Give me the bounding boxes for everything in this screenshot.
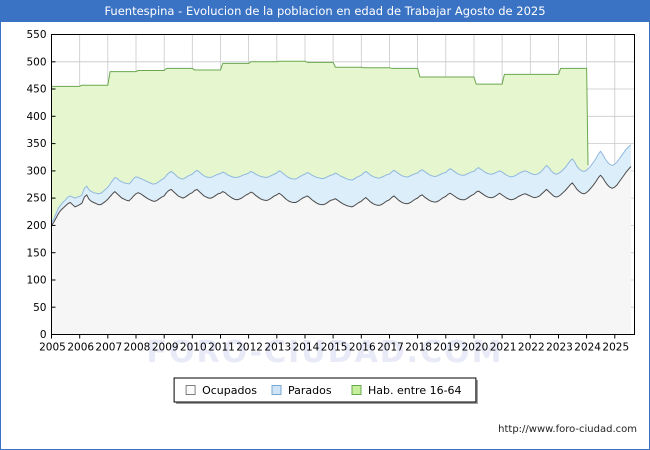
series-line-parados — [51, 144, 632, 223]
x-axis-tick-label: 2020 — [462, 342, 489, 354]
legend-label-parados: Parados — [288, 384, 332, 397]
source-url[interactable]: http://www.foro-ciudad.com — [498, 424, 637, 435]
x-axis-tick-label: 2009 — [152, 342, 179, 354]
x-axis-tick-label: 2021 — [490, 342, 517, 354]
watermark: FORO-CIUDAD.COM — [147, 335, 504, 370]
y-axis-tick-label: 450 — [26, 84, 46, 96]
y-axis-tick-label: 500 — [26, 56, 46, 68]
y-axis-ticks: 0 50 100 150 200 250 300 350 400 450 500 550 — [26, 29, 56, 341]
x-axis-tick-label: 2011 — [208, 342, 235, 354]
y-axis-tick-label: 550 — [26, 29, 46, 41]
series-line-hab-entre-16-64 — [51, 60, 589, 166]
series-area-ocupados — [51, 166, 631, 335]
x-axis-tick-label: 2018 — [405, 342, 432, 354]
chart-canvas: FORO-CIUDAD.COM 0 50 100 150 200 250 300 350 400… — [1, 22, 649, 449]
legend-item-hab-entre-16-64[interactable]: Hab. entre 16-64 — [351, 384, 462, 397]
series-line-ocupados — [51, 166, 632, 226]
population-area-chart: FORO-CIUDAD.COM 0 50 100 150 200 250 300 350 400… — [1, 22, 649, 449]
x-axis-tick-label: 2010 — [180, 342, 207, 354]
chart-legend[interactable]: Ocupados Parados Hab. entre 16-64 — [173, 377, 478, 404]
legend-label-hab-entre-16-64: Hab. entre 16-64 — [368, 384, 462, 397]
x-axis-tick-label: 2025 — [602, 342, 629, 354]
legend-item-ocupados[interactable]: Ocupados — [185, 384, 257, 397]
x-axis-ticks: 2005 2006 2007 2008 2009 2010 2011 2012 2013 2014… — [39, 334, 629, 354]
x-axis-tick-label: 2007 — [95, 342, 122, 354]
x-axis-tick-label: 2008 — [124, 342, 151, 354]
y-axis-tick-label: 350 — [26, 138, 46, 150]
x-axis-tick-label: 2013 — [264, 342, 291, 354]
legend-box — [173, 377, 477, 403]
plot-frame — [51, 34, 635, 335]
window-title: Fuentespina - Evolucion de la poblacion … — [1, 1, 649, 22]
y-axis-tick-label: 50 — [33, 302, 46, 314]
legend-swatch-ocupados — [185, 385, 196, 395]
legend-item-parados[interactable]: Parados — [271, 384, 332, 397]
y-axis-tick-label: 0 — [40, 329, 47, 341]
x-axis-tick-label: 2022 — [518, 342, 545, 354]
x-axis-tick-label: 2015 — [321, 342, 348, 354]
legend-swatch-parados — [271, 385, 282, 395]
x-axis-tick-label: 2014 — [293, 342, 320, 354]
x-axis-tick-label: 2023 — [546, 342, 573, 354]
x-axis-tick-label: 2005 — [39, 342, 66, 354]
legend-label-ocupados: Ocupados — [202, 384, 257, 397]
x-axis-tick-label: 2006 — [67, 342, 94, 354]
y-axis-tick-label: 300 — [26, 166, 46, 178]
legend-swatch-hab-entre-16-64 — [351, 385, 362, 395]
x-axis-tick-label: 2019 — [433, 342, 460, 354]
y-axis-tick-label: 400 — [26, 111, 46, 123]
watermark-label: FORO-CIUDAD.COM — [147, 335, 504, 370]
y-axis-tick-label: 200 — [26, 220, 46, 232]
y-axis-tick-label: 150 — [26, 247, 46, 259]
x-axis-tick-label: 2016 — [349, 342, 376, 354]
y-axis-tick-label: 100 — [26, 275, 46, 287]
x-axis-tick-label: 2024 — [574, 342, 601, 354]
series-clip-layer — [51, 60, 632, 335]
series-areas — [51, 60, 632, 335]
x-axis-tick-label: 2017 — [377, 342, 404, 354]
x-axis-tick-label: 2012 — [236, 342, 263, 354]
y-axis-tick-label: 250 — [26, 193, 46, 205]
